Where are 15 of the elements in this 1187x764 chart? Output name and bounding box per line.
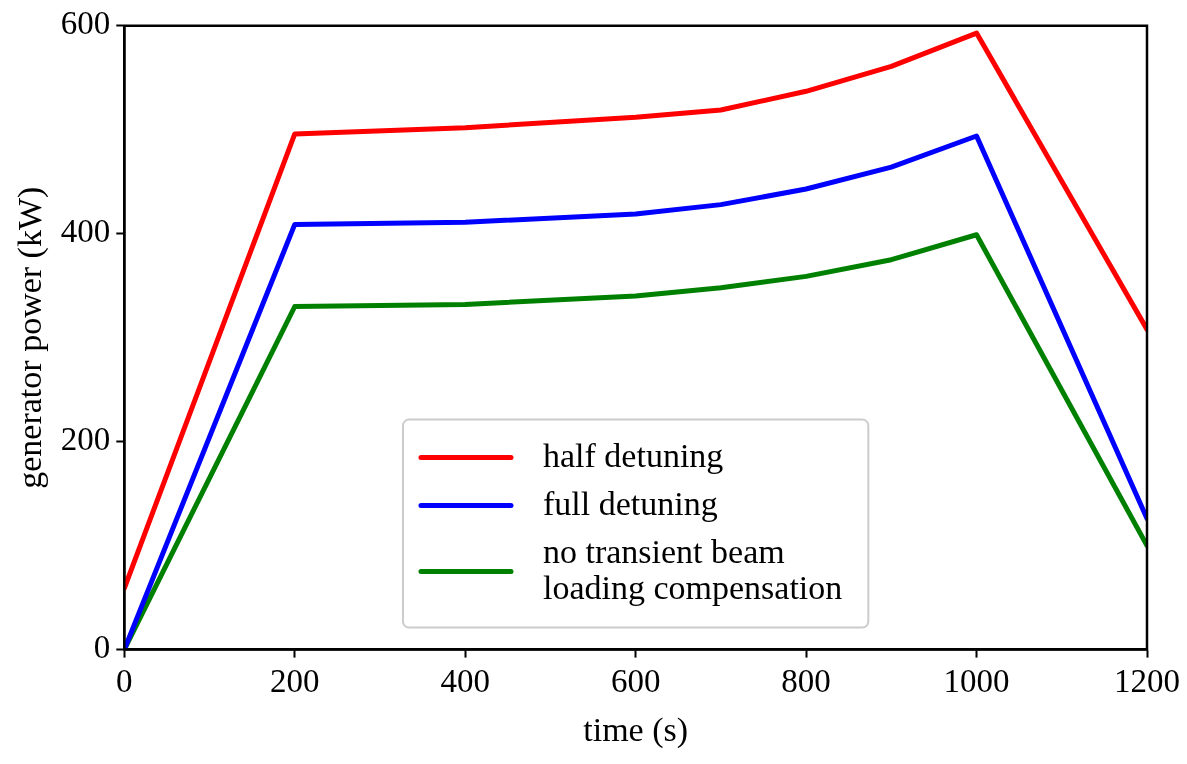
legend-label: no transient beam loading compensation [542,532,843,606]
y-tick-label: 400 [60,213,111,250]
y-axis-title: generator power (kW) [11,186,50,489]
x-axis-title: time (s) [583,710,689,749]
y-tick-label: 0 [93,629,111,666]
y-tick-label: 200 [60,421,111,458]
legend-label: full detuning [542,484,718,522]
x-tick-label: 200 [270,663,320,700]
x-tick-label: 600 [610,663,661,700]
x-tick-label: 400 [440,663,490,700]
x-tick-label: 1000 [943,663,1010,700]
legend-label: half detuning [542,436,724,474]
x-tick-label: 800 [781,663,831,700]
y-tick-label: 600 [60,5,111,42]
x-tick-label: 1200 [1114,663,1180,700]
